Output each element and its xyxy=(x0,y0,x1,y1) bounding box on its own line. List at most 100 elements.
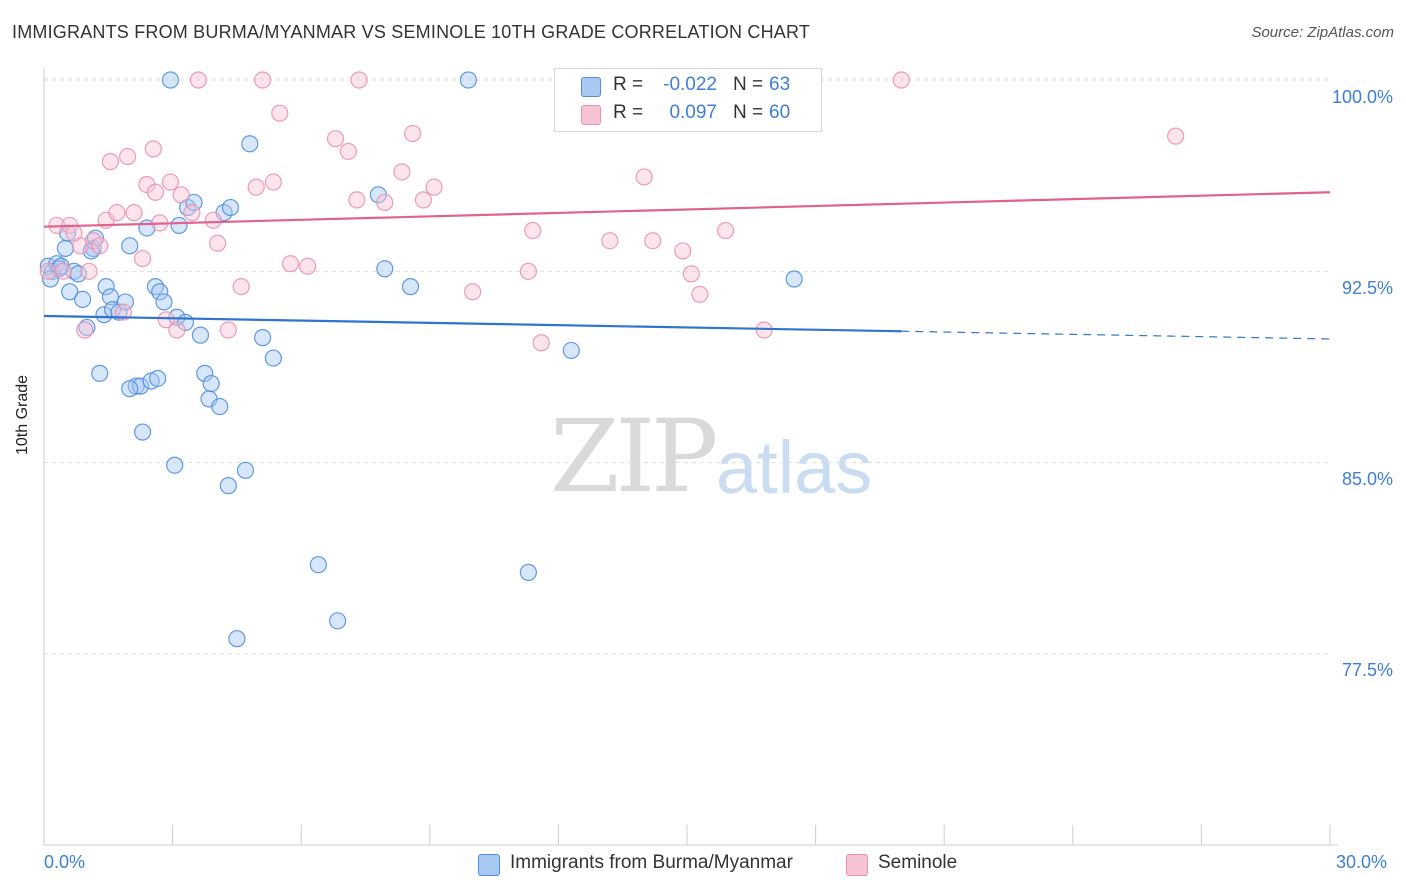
burma-data-point xyxy=(170,216,188,235)
burma-data-point xyxy=(459,71,477,89)
burma-data-point xyxy=(219,477,237,495)
burma-data-point xyxy=(148,369,167,388)
seminole-data-point xyxy=(326,130,345,148)
seminole-data-point xyxy=(114,303,132,321)
burma-data-point xyxy=(121,237,139,255)
seminole-data-point xyxy=(144,140,162,158)
burma-data-point xyxy=(151,283,169,301)
seminole-data-point xyxy=(519,262,537,280)
r-value: 0.097 xyxy=(669,102,717,123)
burma-data-point xyxy=(228,630,246,648)
burma-data-point xyxy=(519,563,537,581)
seminole-data-point xyxy=(157,311,175,329)
burma-data-point xyxy=(376,260,394,278)
y-axis-label: 10th Grade xyxy=(14,374,31,455)
chart-source: Source: ZipAtlas.com xyxy=(1251,24,1394,41)
burma-data-point xyxy=(78,318,96,337)
seminole-data-point xyxy=(54,262,72,280)
seminole-data-point xyxy=(674,242,692,260)
seminole-data-point xyxy=(146,183,165,201)
burma-data-point xyxy=(309,556,327,574)
seminole-data-point xyxy=(118,147,137,166)
seminole-data-point xyxy=(264,173,282,191)
blue-swatch-icon xyxy=(581,77,601,97)
burma-data-point xyxy=(91,364,109,382)
correlation-stats-box: R = -0.022 N = 63 R = 0.097 N = 60 xyxy=(554,68,822,132)
seminole-data-point xyxy=(376,193,394,212)
seminole-data-point xyxy=(108,204,126,222)
seminole-data-point xyxy=(339,142,357,161)
seminole-data-point xyxy=(189,71,207,89)
burma-data-point xyxy=(202,374,220,393)
seminole-data-point xyxy=(161,173,180,191)
burma-data-point xyxy=(241,135,259,153)
seminole-data-point xyxy=(393,163,411,181)
y-tick-label-92-5: 92.5% xyxy=(1341,278,1393,298)
seminole-data-point xyxy=(350,71,368,89)
burma-data-point xyxy=(101,288,120,306)
seminole-data-point xyxy=(204,211,222,229)
seminole-data-point xyxy=(91,237,109,255)
burma-data-point xyxy=(329,612,347,630)
seminole-data-point xyxy=(254,71,272,89)
seminole-data-point xyxy=(635,168,653,186)
x-tick-label-min: 0.0% xyxy=(44,852,86,872)
seminole-data-point xyxy=(101,153,120,171)
seminole-data-point xyxy=(464,283,482,301)
seminole-data-point xyxy=(414,191,432,209)
seminole-data-point xyxy=(168,321,186,339)
burma-data-point xyxy=(61,283,79,301)
burma-data-point xyxy=(56,239,75,257)
seminole-data-point xyxy=(348,191,366,209)
burma-data-point xyxy=(133,423,152,441)
seminole-data-point xyxy=(232,278,250,296)
chart-title: IMMIGRANTS FROM BURMA/MYANMAR VS SEMINOL… xyxy=(12,22,811,42)
seminole-data-point xyxy=(39,262,57,280)
burma-data-point xyxy=(264,349,282,367)
burma-trend-line xyxy=(43,314,902,333)
seminole-data-point xyxy=(1167,127,1185,145)
stats-row-seminole: R = 0.097 N = 60 xyxy=(555,100,821,128)
stats-row-burma: R = -0.022 N = 63 xyxy=(555,72,821,100)
burma-data-point xyxy=(73,290,92,308)
n-value: 60 xyxy=(769,102,791,123)
seminole-data-point xyxy=(209,234,227,252)
burma-data-point xyxy=(185,193,203,212)
y-tick-label-85: 85.0% xyxy=(1341,469,1393,489)
n-value: 63 xyxy=(769,74,791,95)
seminole-data-point xyxy=(425,178,443,196)
burma-data-point xyxy=(236,461,255,479)
seminole-data-point xyxy=(716,221,735,240)
seminole-data-point xyxy=(524,221,542,240)
seminole-data-point xyxy=(682,265,700,283)
burma-data-point xyxy=(121,380,139,398)
seminole-data-point xyxy=(404,124,422,143)
watermark-zip: ZIP xyxy=(550,398,718,515)
seminole-trend-line xyxy=(43,191,1331,228)
seminole-data-point xyxy=(247,178,265,196)
r-label: R = xyxy=(613,74,644,95)
n-label: N = xyxy=(733,102,764,123)
watermark-atlas: atlas xyxy=(716,426,873,509)
seminole-data-point xyxy=(691,285,709,303)
seminole-data-point xyxy=(299,257,317,275)
seminole-data-point xyxy=(644,232,662,250)
burma-data-point xyxy=(196,364,214,382)
seminole-data-point xyxy=(532,334,550,352)
x-tick-label-max: 30.0% xyxy=(1336,852,1388,872)
burma-data-point xyxy=(254,329,272,347)
burma-data-point xyxy=(785,270,803,288)
legend-label: Immigrants from Burma/Myanmar xyxy=(510,852,793,873)
burma-data-point xyxy=(191,326,210,344)
burma-data-point xyxy=(116,293,135,311)
seminole-data-point xyxy=(76,321,94,339)
burma-data-point xyxy=(562,341,580,360)
seminole-data-point xyxy=(271,104,289,122)
seminole-data-point xyxy=(281,255,300,273)
seminole-data-point xyxy=(133,249,152,268)
n-label: N = xyxy=(733,74,764,95)
seminole-data-point xyxy=(219,321,237,339)
burma-data-point xyxy=(221,198,240,217)
